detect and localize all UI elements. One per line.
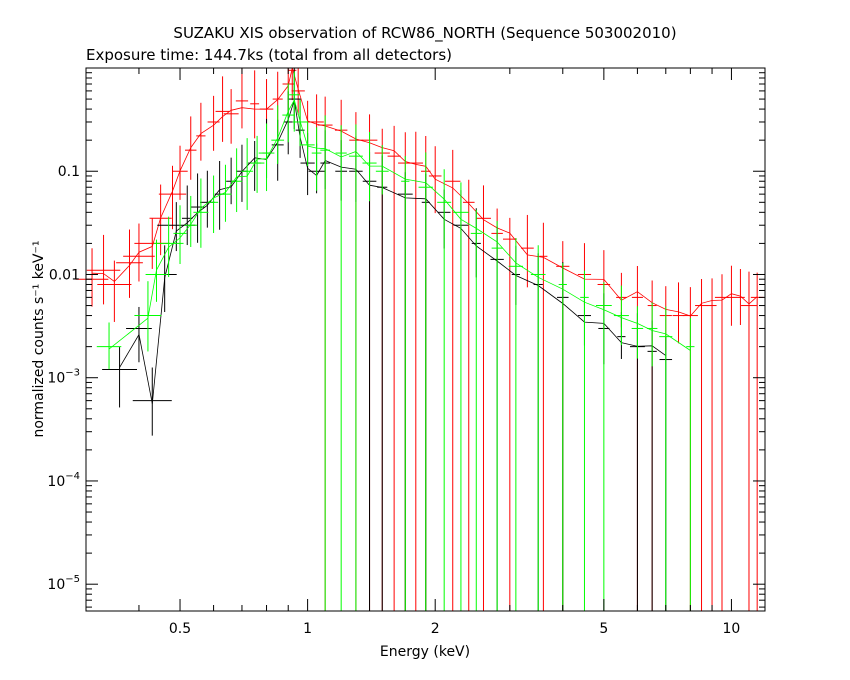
- x-tick-label: 0.5: [169, 621, 191, 637]
- series-layer: [75, 67, 764, 611]
- y-tick-label: 0.1: [58, 164, 80, 180]
- x-tick-label: 1: [303, 621, 312, 637]
- tick-marks: [85, 67, 765, 611]
- x-tick-label: 5: [599, 621, 608, 637]
- ticks-layer: 0.5 1 2 5 10 0.1 0.01 10−3 10−4 10−5: [47, 67, 765, 637]
- series-group: [102, 68, 673, 611]
- y-tick-label: 10−4: [47, 471, 80, 490]
- y-tick-label: 10−5: [47, 574, 80, 593]
- series-trace: [108, 98, 691, 351]
- y-axis-label: normalized counts s⁻¹ keV⁻¹: [31, 240, 47, 437]
- chart-title: SUZAKU XIS observation of RCW86_NORTH (S…: [173, 24, 676, 43]
- x-tick-label: 2: [431, 621, 440, 637]
- series-trace: [91, 67, 758, 317]
- x-axis-label: Energy (keV): [380, 644, 470, 660]
- y-tick-label: 0.01: [49, 267, 80, 283]
- plot-frame: [85, 67, 766, 612]
- chart-subtitle: Exposure time: 144.7ks (total from all d…: [86, 46, 452, 64]
- series-group: [96, 71, 695, 611]
- series-trace: [119, 100, 667, 404]
- x-tick-label: 10: [723, 621, 741, 637]
- y-tick-label: 10−3: [47, 368, 80, 387]
- series-group: [75, 67, 764, 611]
